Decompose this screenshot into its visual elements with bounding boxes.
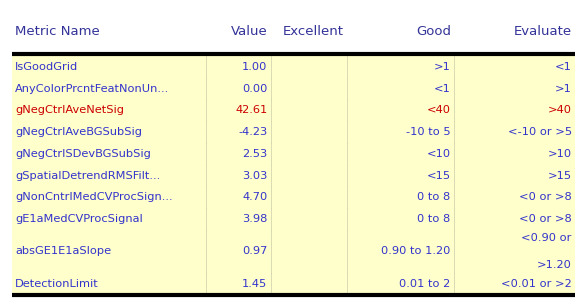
Text: 0 to 8: 0 to 8 [417, 214, 450, 224]
Text: <0.01 or >2: <0.01 or >2 [501, 279, 572, 289]
Text: gNegCtrlAveBGSubSig: gNegCtrlAveBGSubSig [15, 127, 142, 137]
Text: 3.98: 3.98 [242, 214, 267, 224]
Text: gNonCntrlMedCVProcSign...: gNonCntrlMedCVProcSign... [15, 192, 173, 202]
Text: <0 or >8: <0 or >8 [519, 214, 572, 224]
Text: <0.90 or: <0.90 or [521, 233, 572, 244]
Bar [12, 186, 575, 208]
Bar [12, 78, 575, 100]
Text: >1.20: >1.20 [537, 260, 572, 270]
Text: <1: <1 [433, 84, 450, 94]
Text: >1: >1 [433, 62, 450, 72]
Text: 0.90 to 1.20: 0.90 to 1.20 [381, 247, 450, 257]
Text: 1.45: 1.45 [242, 279, 267, 289]
Text: gE1aMedCVProcSignal: gE1aMedCVProcSignal [15, 214, 143, 224]
Text: <10: <10 [426, 149, 450, 159]
Text: IsGoodGrid: IsGoodGrid [15, 62, 78, 72]
Bar [12, 165, 575, 186]
Text: Evaluate: Evaluate [514, 25, 572, 38]
Text: gSpatialDetrendRMSFilt...: gSpatialDetrendRMSFilt... [15, 171, 160, 181]
Text: <40: <40 [426, 105, 450, 116]
Text: 42.61: 42.61 [235, 105, 267, 116]
Text: -10 to 5: -10 to 5 [406, 127, 450, 137]
Text: 0.97: 0.97 [242, 247, 267, 257]
Text: Excellent: Excellent [283, 25, 344, 38]
Text: Good: Good [416, 25, 451, 38]
Text: gNegCtrlSDevBGSubSig: gNegCtrlSDevBGSubSig [15, 149, 151, 159]
Text: 0.00: 0.00 [242, 84, 267, 94]
Bar [12, 121, 575, 143]
Bar [12, 208, 575, 230]
Text: <-10 or >5: <-10 or >5 [508, 127, 572, 137]
Text: >10: >10 [547, 149, 572, 159]
Bar [12, 100, 575, 121]
Text: <15: <15 [426, 171, 450, 181]
Text: 2.53: 2.53 [242, 149, 267, 159]
Text: 0.01 to 2: 0.01 to 2 [399, 279, 450, 289]
Text: gNegCtrlAveNetSig: gNegCtrlAveNetSig [15, 105, 124, 116]
Text: <0 or >8: <0 or >8 [519, 192, 572, 202]
Text: >40: >40 [548, 105, 572, 116]
Text: 0 to 8: 0 to 8 [417, 192, 450, 202]
Text: -4.23: -4.23 [238, 127, 267, 137]
Text: >15: >15 [547, 171, 572, 181]
Text: 1.00: 1.00 [242, 62, 267, 72]
Bar [12, 230, 575, 273]
Text: absGE1E1aSlope: absGE1E1aSlope [15, 247, 111, 257]
Text: AnyColorPrcntFeatNonUn...: AnyColorPrcntFeatNonUn... [15, 84, 169, 94]
Text: Metric Name: Metric Name [15, 25, 99, 38]
Text: 3.03: 3.03 [242, 171, 267, 181]
Bar [12, 143, 575, 165]
Text: DetectionLimit: DetectionLimit [15, 279, 99, 289]
Bar [12, 273, 575, 295]
Text: Value: Value [231, 25, 268, 38]
Text: 4.70: 4.70 [242, 192, 267, 202]
Text: <1: <1 [555, 62, 572, 72]
Bar [12, 9, 575, 53]
Bar [12, 56, 575, 78]
Text: >1: >1 [555, 84, 572, 94]
